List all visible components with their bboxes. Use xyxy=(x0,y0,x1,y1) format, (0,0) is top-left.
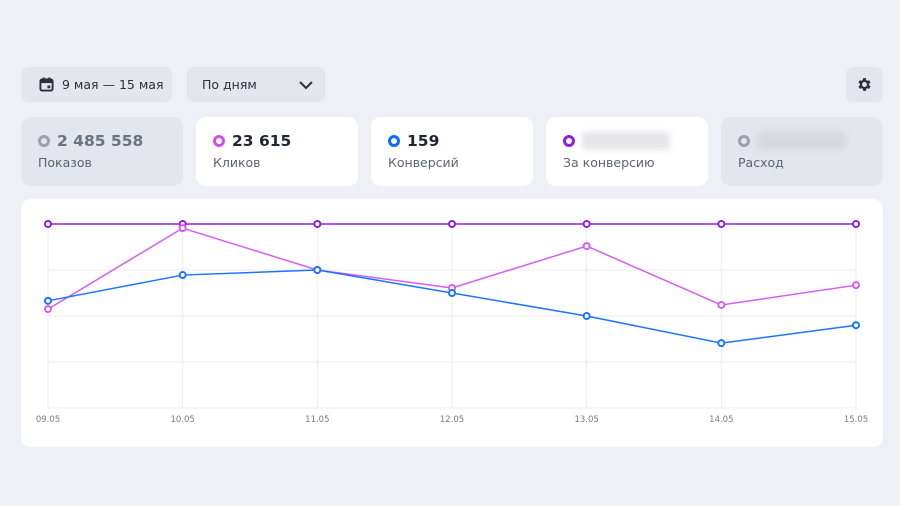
calendar-icon xyxy=(39,77,54,92)
data-point-za_konversiyu xyxy=(852,220,860,228)
metric-value: 23 615 xyxy=(232,132,292,150)
series-dot-icon xyxy=(213,135,225,147)
x-tick-label: 14.05 xyxy=(709,415,733,425)
data-point-kliki xyxy=(582,242,591,251)
x-tick-label: 12.05 xyxy=(440,415,464,425)
x-tick-label: 13.05 xyxy=(574,415,598,425)
metric-value-hidden xyxy=(582,132,670,150)
x-tick-label: 09.05 xyxy=(36,415,60,425)
data-point-za_konversiyu xyxy=(448,220,456,228)
x-tick-label: 15.05 xyxy=(844,415,868,425)
metric-value: 2 485 558 xyxy=(57,132,144,150)
metric-card-impressions[interactable]: 2 485 558 Показов xyxy=(21,117,183,186)
gear-icon xyxy=(858,78,871,91)
metric-label: Кликов xyxy=(213,155,261,170)
data-point-za_konversiyu xyxy=(313,220,322,228)
date-range-label: 9 мая — 15 мая xyxy=(62,77,164,92)
data-point-konversii xyxy=(448,289,456,297)
data-point-za_konversiyu xyxy=(717,220,726,228)
metric-label: Показов xyxy=(38,155,92,170)
metric-card-spend[interactable]: Расход xyxy=(721,117,883,186)
metric-label: Конверсий xyxy=(388,155,459,170)
x-tick-label: 10.05 xyxy=(170,415,194,425)
series-dot-icon xyxy=(38,135,50,147)
x-tick-label: 11.05 xyxy=(305,415,329,425)
data-point-konversii xyxy=(582,312,591,320)
metric-value-hidden xyxy=(757,132,845,150)
data-point-kliki xyxy=(44,305,52,314)
settings-button[interactable] xyxy=(846,67,883,102)
data-point-konversii xyxy=(44,296,52,305)
chevron-down-icon xyxy=(299,80,313,89)
grouping-label: По дням xyxy=(202,77,257,92)
series-dot-icon xyxy=(388,135,400,147)
metric-label: Расход xyxy=(738,155,784,170)
data-point-konversii xyxy=(313,266,322,274)
data-point-konversii xyxy=(717,339,726,348)
metric-label: За конверсию xyxy=(563,155,655,170)
data-point-kliki xyxy=(852,281,860,290)
chart: 09.05 10.05 11.05 12.05 13.05 14.05 15.05 xyxy=(21,199,883,447)
metric-value: 159 xyxy=(407,132,440,150)
series-dot-icon xyxy=(738,135,750,147)
data-point-za_konversiyu xyxy=(44,220,52,228)
data-point-konversii xyxy=(178,271,187,280)
data-point-konversii xyxy=(852,321,860,330)
data-point-za_konversiyu xyxy=(582,220,591,228)
series-dot-icon xyxy=(563,135,575,147)
grouping-select[interactable]: По дням xyxy=(187,67,325,102)
data-point-kliki xyxy=(717,300,726,309)
data-point-kliki xyxy=(178,224,187,233)
date-range-button[interactable]: 9 мая — 15 мая xyxy=(21,67,172,102)
metric-card-clicks[interactable]: 23 615 Кликов xyxy=(196,117,358,186)
metric-card-cost-per-conversion[interactable]: За конверсию xyxy=(546,117,708,186)
metric-card-conversions[interactable]: 159 Конверсий xyxy=(371,117,533,186)
